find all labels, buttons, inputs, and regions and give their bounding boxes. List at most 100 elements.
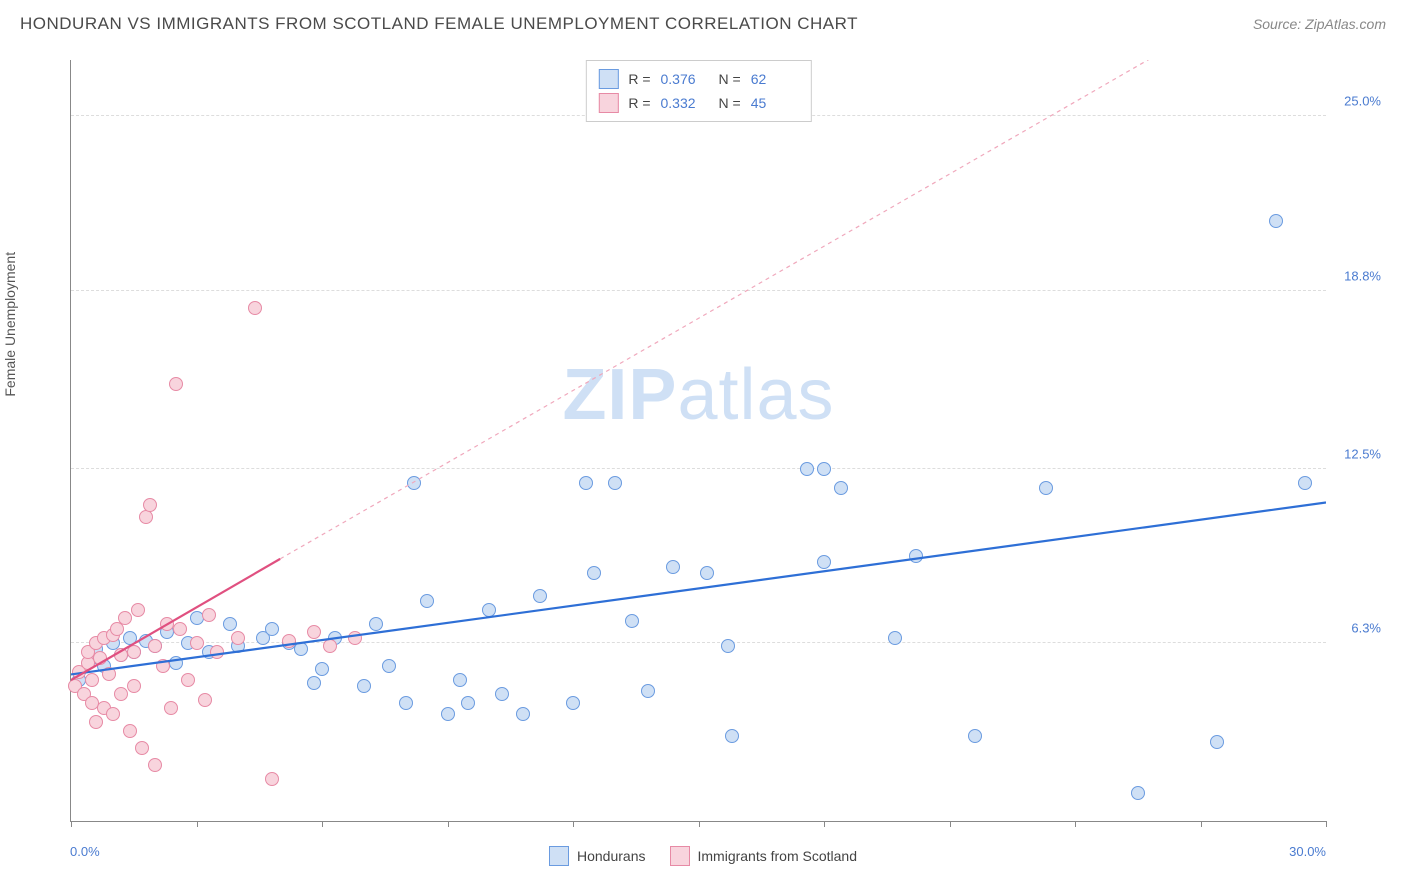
point-scotland <box>190 636 204 650</box>
x-max-label: 30.0% <box>1289 844 1326 859</box>
legend-swatch-blue <box>549 846 569 866</box>
point-honduran <box>721 639 735 653</box>
legend-item-hondurans: Hondurans <box>549 846 646 866</box>
point-scotland <box>93 651 107 665</box>
point-honduran <box>800 462 814 476</box>
watermark-left: ZIP <box>562 355 677 435</box>
x-min-label: 0.0% <box>70 844 100 859</box>
point-honduran <box>725 729 739 743</box>
point-honduran <box>516 707 530 721</box>
trend-lines <box>71 60 1326 821</box>
x-tick <box>71 821 72 827</box>
point-honduran <box>1039 481 1053 495</box>
point-scotland <box>85 673 99 687</box>
point-honduran <box>587 566 601 580</box>
point-scotland <box>148 639 162 653</box>
point-honduran <box>461 696 475 710</box>
point-scotland <box>231 631 245 645</box>
point-scotland <box>89 715 103 729</box>
r-label: R = <box>628 71 650 87</box>
point-honduran <box>407 476 421 490</box>
point-honduran <box>888 631 902 645</box>
x-tick <box>322 821 323 827</box>
point-honduran <box>315 662 329 676</box>
n-label-2: N = <box>719 95 741 111</box>
point-honduran <box>482 603 496 617</box>
point-honduran <box>625 614 639 628</box>
point-scotland <box>323 639 337 653</box>
watermark: ZIPatlas <box>562 354 834 436</box>
x-tick <box>573 821 574 827</box>
plot-region: ZIPatlas R = 0.376 N = 62 R = 0.332 N = … <box>70 60 1326 822</box>
source-attribution: Source: ZipAtlas.com <box>1253 16 1386 32</box>
point-scotland <box>118 611 132 625</box>
x-tick <box>1326 821 1327 827</box>
point-honduran <box>666 560 680 574</box>
point-honduran <box>357 679 371 693</box>
y-tick-label: 6.3% <box>1351 621 1381 636</box>
x-tick <box>197 821 198 827</box>
point-honduran <box>1298 476 1312 490</box>
point-scotland <box>156 659 170 673</box>
point-scotland <box>282 634 296 648</box>
point-honduran <box>817 555 831 569</box>
point-honduran <box>1269 214 1283 228</box>
point-honduran <box>294 642 308 656</box>
x-tick <box>950 821 951 827</box>
point-honduran <box>579 476 593 490</box>
point-scotland <box>106 707 120 721</box>
point-honduran <box>420 594 434 608</box>
point-honduran <box>223 617 237 631</box>
point-honduran <box>453 673 467 687</box>
point-honduran <box>495 687 509 701</box>
point-honduran <box>369 617 383 631</box>
point-honduran <box>265 622 279 636</box>
point-scotland <box>135 741 149 755</box>
point-scotland <box>348 631 362 645</box>
point-scotland <box>202 608 216 622</box>
point-honduran <box>909 549 923 563</box>
point-scotland <box>164 701 178 715</box>
stats-row-scotland: R = 0.332 N = 45 <box>598 91 798 115</box>
point-honduran <box>608 476 622 490</box>
point-honduran <box>533 589 547 603</box>
point-scotland <box>265 772 279 786</box>
point-honduran <box>566 696 580 710</box>
n-label: N = <box>719 71 741 87</box>
legend-item-scotland: Immigrants from Scotland <box>670 846 858 866</box>
stats-legend: R = 0.376 N = 62 R = 0.332 N = 45 <box>585 60 811 122</box>
point-scotland <box>127 679 141 693</box>
y-tick-label: 25.0% <box>1344 94 1381 109</box>
point-scotland <box>307 625 321 639</box>
x-tick <box>1075 821 1076 827</box>
x-tick <box>1201 821 1202 827</box>
chart-header: HONDURAN VS IMMIGRANTS FROM SCOTLAND FEM… <box>0 0 1406 44</box>
point-honduran <box>700 566 714 580</box>
point-honduran <box>307 676 321 690</box>
point-honduran <box>123 631 137 645</box>
n-value-1: 62 <box>751 71 799 87</box>
point-honduran <box>169 656 183 670</box>
point-honduran <box>968 729 982 743</box>
point-scotland <box>102 667 116 681</box>
watermark-right: atlas <box>677 355 834 435</box>
series-legend: Hondurans Immigrants from Scotland <box>549 846 857 866</box>
gridline <box>71 468 1326 469</box>
point-scotland <box>169 377 183 391</box>
point-scotland <box>148 758 162 772</box>
chart-title: HONDURAN VS IMMIGRANTS FROM SCOTLAND FEM… <box>20 14 858 34</box>
point-scotland <box>127 645 141 659</box>
y-tick-label: 18.8% <box>1344 269 1381 284</box>
point-scotland <box>173 622 187 636</box>
r-value-2: 0.332 <box>661 95 709 111</box>
stats-row-hondurans: R = 0.376 N = 62 <box>598 67 798 91</box>
point-honduran <box>441 707 455 721</box>
y-axis-label: Female Unemployment <box>2 252 18 397</box>
legend-label-2: Immigrants from Scotland <box>698 848 858 864</box>
x-tick <box>448 821 449 827</box>
point-honduran <box>382 659 396 673</box>
x-tick <box>824 821 825 827</box>
y-tick-label: 12.5% <box>1344 446 1381 461</box>
point-honduran <box>1131 786 1145 800</box>
r-value-1: 0.376 <box>661 71 709 87</box>
